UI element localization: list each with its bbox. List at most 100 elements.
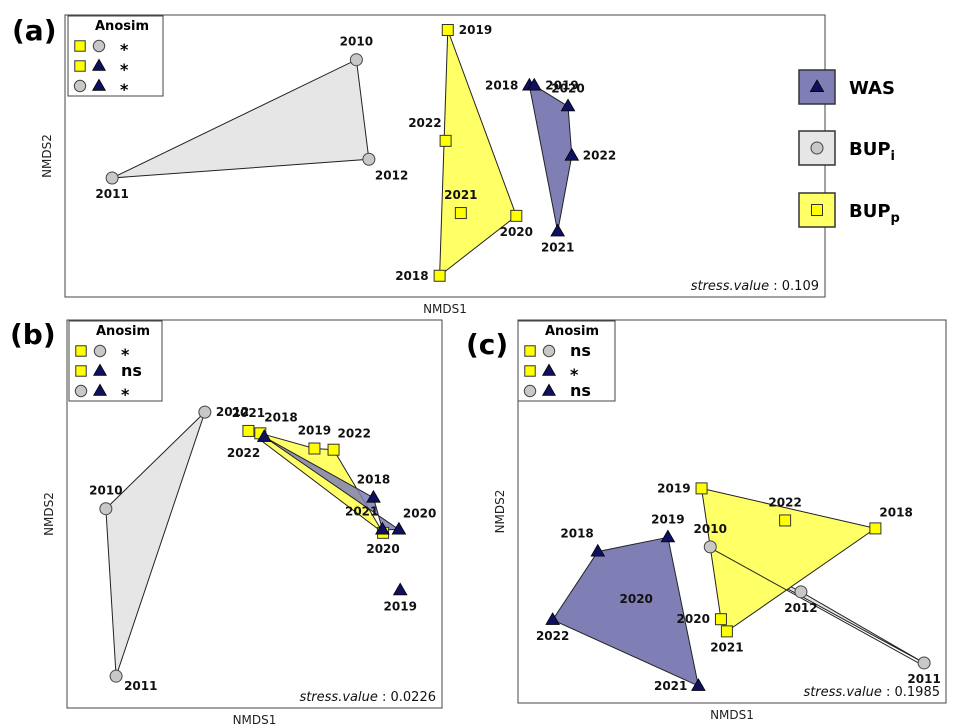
point-label-2020: 2020: [500, 225, 533, 239]
point-bupp-2019: [441, 24, 454, 36]
anosim-box: Anosim*ns*: [68, 320, 163, 404]
x-axis-label: NMDS1: [423, 302, 467, 316]
panel-letter: (c): [466, 328, 508, 361]
panel-c: 2010201220112019202220182020202120192018…: [466, 319, 947, 722]
point-bupi-2011: [109, 669, 123, 683]
point-bupp-2022: [439, 134, 452, 147]
legend-label: BUPi: [849, 139, 895, 164]
y-axis-label: NMDS2: [40, 134, 54, 178]
legend-label-sub: p: [891, 211, 900, 226]
anosim-significance: ns: [570, 381, 591, 400]
point-was-2020: [560, 98, 576, 112]
anosim-triangle-icon: [91, 78, 107, 91]
panel-letter: (a): [12, 14, 57, 47]
point-bupp-2020: [510, 209, 523, 222]
point-bupp-2019: [308, 442, 321, 455]
anosim-triangle-icon: [92, 383, 108, 396]
point-bupi-2011: [917, 656, 931, 670]
point-label-2022: 2022: [583, 149, 616, 163]
point-label-2019: 2019: [545, 79, 578, 93]
point-label-2022: 2022: [768, 495, 801, 509]
stress-number: 0.0226: [391, 690, 437, 705]
panel-a: 2010 2011 2012 2019 2022 2021 2020 2018 2018 2019…: [12, 14, 826, 316]
point-bupp-2020: [714, 613, 727, 626]
point-label-2018: 2018: [395, 269, 428, 283]
legend-label-main: BUP: [849, 201, 891, 222]
point-bupp-2019: [695, 482, 708, 495]
stress-number: 0.1985: [895, 685, 941, 700]
point-was-2020: [391, 521, 407, 535]
y-axis-label: NMDS2: [42, 492, 56, 536]
point-label-2019: 2019: [657, 481, 690, 495]
stress-separator: :: [769, 279, 782, 294]
anosim-significance: *: [570, 365, 579, 384]
y-axis-label: NMDS2: [493, 490, 507, 534]
point-label-2021: 2021: [345, 505, 378, 519]
legend-triangle-icon: [809, 79, 825, 92]
point-bupp-2021: [454, 207, 467, 220]
point-label-2021: 2021: [654, 679, 687, 693]
panel-letter: (b): [10, 318, 56, 351]
stress-value: stress.value : 0.0226: [299, 690, 436, 705]
stress-label: stress.value: [299, 690, 377, 705]
point-was-2022: [564, 147, 580, 161]
anosim-square-icon: [75, 345, 87, 357]
anosim-circle-icon: [74, 384, 88, 398]
anosim-square-icon: [75, 365, 87, 377]
point-label-2021: 2021: [232, 406, 265, 420]
point-was-2019: [660, 529, 676, 543]
anosim-significance: *: [120, 40, 129, 59]
anosim-square-icon: [524, 365, 536, 377]
anosim-significance: *: [120, 80, 129, 99]
point-was-2018: [366, 489, 381, 503]
point-was-2022: [256, 429, 272, 442]
anosim-circle-icon: [93, 344, 107, 358]
point-label-2019: 2019: [298, 424, 331, 438]
x-axis-label: NMDS1: [710, 708, 754, 722]
point-bupp-2022: [779, 514, 792, 527]
stress-separator: :: [882, 685, 895, 700]
point-bupi-2010: [703, 540, 717, 554]
anosim-title: Anosim: [95, 19, 149, 34]
point-label-2022: 2022: [408, 116, 441, 130]
anosim-significance: *: [120, 60, 129, 79]
point-label-2018: 2018: [264, 410, 297, 424]
point-label-2020: 2020: [366, 542, 399, 556]
point-label-2018: 2018: [879, 505, 912, 519]
anosim-title: Anosim: [96, 324, 150, 339]
point-label-2010: 2010: [89, 484, 122, 498]
point-label-2020: 2020: [620, 592, 653, 606]
point-was-2018: [590, 543, 606, 557]
point-bupp-2018: [869, 522, 882, 535]
point-label-2022: 2022: [338, 427, 371, 441]
point-label-2022: 2022: [536, 629, 569, 643]
point-label-2018: 2018: [560, 527, 593, 541]
point-bupi-2012: [794, 585, 808, 599]
point-label-2010: 2010: [694, 522, 727, 536]
hull-bupi: [105, 411, 206, 677]
legend-label-sub: i: [891, 149, 895, 164]
point-label-2021: 2021: [710, 640, 743, 654]
anosim-circle-icon: [73, 79, 87, 93]
point-was-2021: [691, 678, 706, 691]
legend-label-main: BUP: [849, 139, 891, 160]
anosim-triangle-icon: [541, 383, 557, 396]
point-label-2019: 2019: [384, 599, 417, 613]
stress-value: stress.value : 0.1985: [803, 685, 940, 700]
anosim-box: Anosim***: [67, 15, 164, 99]
anosim-circle-icon: [542, 344, 556, 358]
x-axis-label: NMDS1: [233, 713, 277, 727]
point-bupi-2012: [198, 405, 212, 419]
point-label-2012: 2012: [375, 168, 408, 182]
point-bupi-2012: [362, 152, 376, 166]
point-label-2020: 2020: [677, 612, 710, 626]
anosim-significance: *: [121, 345, 130, 364]
anosim-significance: *: [121, 385, 130, 404]
stress-label: stress.value: [803, 685, 881, 700]
point-label-2011: 2011: [95, 187, 128, 201]
anosim-title: Anosim: [545, 324, 599, 339]
point-bupi-2011: [105, 171, 119, 185]
